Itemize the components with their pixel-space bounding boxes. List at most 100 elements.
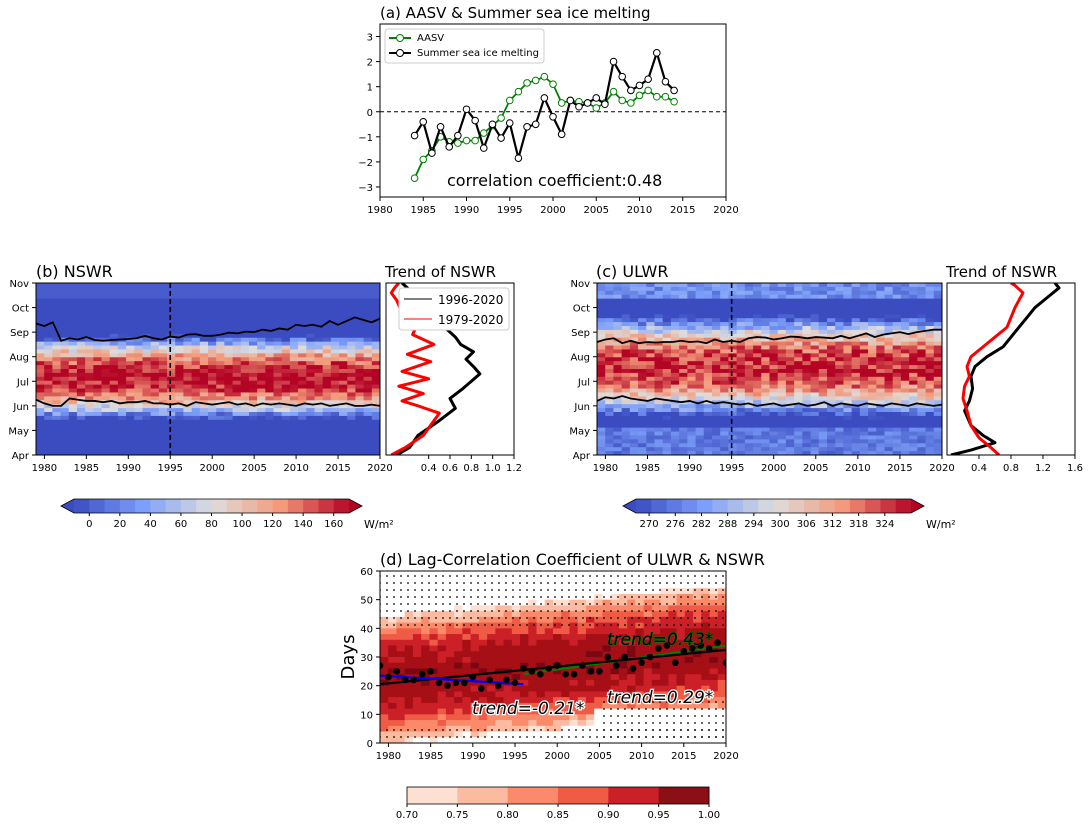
heat-cell — [679, 314, 688, 319]
heat-cell — [167, 376, 176, 382]
heat-cell — [306, 435, 316, 440]
heat-cell — [199, 408, 209, 413]
x-tick-label: 2010 — [283, 463, 308, 474]
heat-cell — [314, 408, 324, 413]
heat-cell — [232, 306, 242, 311]
heat-cell — [868, 396, 877, 401]
heat-cell — [843, 431, 853, 437]
heat-cell — [183, 380, 193, 386]
heat-cell — [289, 318, 299, 323]
heat-cell — [289, 392, 299, 397]
heat-cell — [753, 369, 762, 374]
heat-cell — [109, 286, 119, 292]
heat-cell — [769, 290, 779, 296]
colorbar-cell — [880, 499, 897, 513]
heat-cell — [925, 290, 935, 296]
heat-cell — [248, 333, 258, 339]
heat-cell — [687, 329, 697, 335]
heat-cell — [216, 451, 225, 455]
heat-cell — [933, 431, 942, 437]
heat-cell — [60, 322, 70, 327]
heat-cell — [85, 318, 94, 323]
heat-cell — [289, 427, 299, 433]
heat-cell — [93, 408, 103, 413]
heat-cell — [597, 341, 606, 347]
heat-cell — [150, 353, 160, 358]
heat-cell — [917, 294, 927, 300]
heat-cell — [306, 439, 316, 444]
heat-cell — [605, 322, 615, 327]
heat-cell — [134, 427, 144, 433]
heat-cell — [216, 349, 225, 354]
heat-cell — [93, 423, 103, 429]
corr-cell — [454, 634, 463, 641]
heat-cell — [621, 400, 631, 405]
heat-cell — [158, 431, 168, 437]
heat-cell — [892, 283, 902, 288]
heat-cell — [900, 365, 910, 370]
corr-cell — [553, 651, 562, 658]
heat-cell — [257, 345, 266, 351]
corr-cell — [610, 668, 620, 675]
heat-cell — [597, 419, 606, 425]
heat-cell — [101, 376, 111, 382]
heat-cell — [339, 419, 348, 425]
heat-cell — [167, 431, 176, 437]
heat-cell — [712, 451, 721, 455]
corr-cell — [437, 685, 447, 692]
heat-cell — [925, 408, 935, 413]
heat-cell — [769, 435, 779, 440]
heat-cell — [654, 283, 664, 288]
heat-cell — [257, 439, 266, 444]
heat-cell — [44, 290, 53, 296]
heat-cell — [761, 427, 771, 433]
corr-cell — [561, 708, 571, 715]
heat-cell — [298, 294, 307, 300]
heat-cell — [917, 388, 927, 394]
heat-cell — [621, 372, 631, 378]
heat-cell — [265, 353, 275, 358]
heat-cell — [720, 302, 730, 308]
heat-cell — [322, 329, 332, 335]
heat-cell — [621, 415, 631, 421]
heat-cell — [876, 384, 886, 390]
heat-cell — [892, 326, 902, 331]
heat-cell — [339, 384, 348, 390]
heat-cell — [662, 314, 672, 319]
heat-cell — [670, 333, 680, 339]
heat-cell — [835, 431, 845, 437]
heat-cell — [330, 286, 340, 292]
heat-cell — [175, 412, 185, 417]
heat-cell — [191, 337, 201, 343]
heat-cell — [794, 400, 803, 405]
heat-cell — [597, 447, 606, 452]
heat-cell — [322, 376, 332, 382]
heat-cell — [355, 318, 365, 323]
heat-cell — [605, 365, 615, 370]
heat-cell — [117, 286, 127, 292]
heat-cell — [785, 419, 795, 425]
heat-cell — [679, 443, 688, 448]
heat-cell — [109, 318, 119, 323]
corr-cell — [404, 645, 414, 652]
heat-cell — [85, 412, 94, 417]
heat-cell — [273, 431, 283, 437]
heat-cell — [355, 396, 365, 401]
heat-cell — [629, 333, 639, 339]
heat-cell — [761, 294, 771, 300]
heat-cell — [638, 435, 647, 440]
heat-cell — [60, 380, 70, 386]
heat-cell — [670, 310, 680, 315]
heat-cell — [687, 353, 697, 358]
heat-cell — [810, 341, 820, 347]
heat-cell — [851, 423, 861, 429]
heat-cell — [777, 298, 787, 304]
heat-cell — [355, 365, 365, 370]
heat-cell — [330, 353, 340, 358]
heat-cell — [298, 306, 307, 311]
heat-cell — [597, 333, 606, 339]
heat-cell — [339, 423, 348, 429]
corr-cell — [404, 639, 414, 647]
heat-cell — [909, 298, 918, 304]
heat-cell — [654, 298, 664, 304]
